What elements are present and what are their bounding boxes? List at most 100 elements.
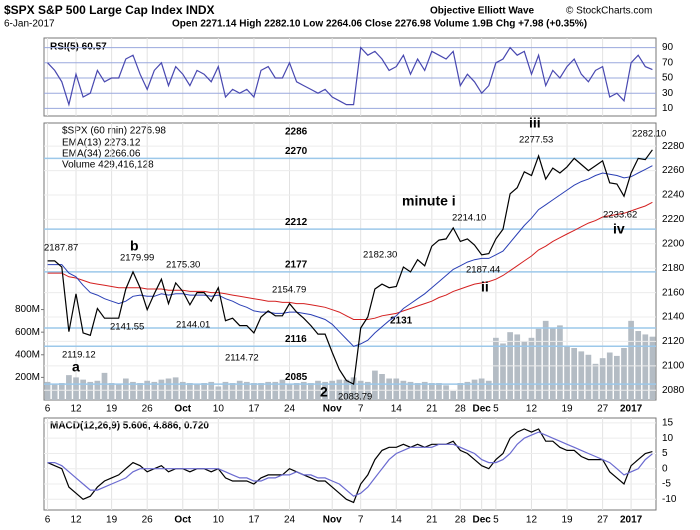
- volume-bar: [606, 352, 613, 400]
- volume-bar: [194, 384, 200, 400]
- volume-bar: [286, 384, 293, 400]
- volume-bar: [521, 341, 528, 400]
- volume-bar: [215, 386, 222, 400]
- x-tick-label: Oct: [174, 404, 191, 415]
- quote: Open 2271.14 High 2282.10 Low 2264.06 Cl…: [172, 19, 587, 30]
- level-label: 2270: [285, 146, 308, 157]
- price-annotation: 2187.44: [466, 265, 500, 276]
- level-label: 2177: [285, 260, 308, 271]
- volume-bar: [229, 383, 236, 400]
- volume-bar: [272, 381, 279, 400]
- x-tick-label: 14: [391, 515, 403, 526]
- price-annotation: 2119.12: [62, 350, 96, 361]
- line: [47, 46, 653, 107]
- volume-bar: [187, 383, 193, 400]
- y-tick-label: 800M: [15, 304, 40, 315]
- y-tick-label: 50: [662, 73, 674, 84]
- volume-bar: [585, 354, 592, 400]
- x-tick-label: 21: [426, 404, 438, 415]
- volume-bar: [308, 383, 314, 400]
- volume-bar: [564, 346, 570, 400]
- price-annotation: 2282.10: [632, 129, 666, 140]
- wave-label: ii: [481, 279, 489, 295]
- price-annotation: 2187.87: [44, 243, 78, 254]
- wave-label: minute i: [402, 193, 456, 209]
- x-tick-label: 12: [70, 515, 82, 526]
- volume-bar: [379, 373, 385, 400]
- level-label: 2085: [285, 372, 308, 383]
- volume-bar: [293, 383, 300, 400]
- y-tick-label: 30: [662, 88, 674, 99]
- volume-bar: [115, 384, 122, 400]
- volume-bar: [222, 381, 229, 400]
- volume-bar: [514, 334, 521, 400]
- volume-bar: [478, 378, 485, 400]
- volume-bar: [386, 378, 392, 400]
- x-tick-label: 10: [213, 515, 225, 526]
- x-tick-label: 12: [526, 515, 538, 526]
- x-tick-label: 24: [284, 515, 296, 526]
- x-tick-label: 21: [426, 515, 438, 526]
- x-tick-label: 26: [142, 515, 154, 526]
- volume-bar: [322, 381, 328, 400]
- line: [47, 165, 653, 347]
- wave-label: a: [72, 359, 80, 375]
- x-tick-label: 14: [391, 404, 403, 415]
- volume-bar: [364, 381, 371, 400]
- volume-bar: [621, 347, 627, 400]
- x-tick-label: 28: [455, 515, 467, 526]
- volume-bar: [428, 383, 435, 400]
- volume-bar: [122, 378, 129, 400]
- y-tick-label: 15: [662, 418, 674, 429]
- y-tick-label: 2100: [662, 360, 685, 371]
- x-tick-label: Oct: [174, 515, 191, 526]
- y-tick-label: 2240: [662, 190, 685, 201]
- y-tick-label: 10: [662, 433, 674, 444]
- volume-bar: [599, 358, 606, 400]
- x-tick-label: 19: [106, 404, 118, 415]
- y-tick-label: -5: [662, 479, 671, 490]
- volume-bar: [258, 383, 264, 400]
- volume-bar: [549, 327, 556, 400]
- volume-legend: Volume 429,416,128: [62, 160, 154, 171]
- y-tick-label: 5: [662, 448, 668, 459]
- wave-label: 2: [320, 384, 328, 400]
- x-tick-label: 12: [526, 404, 538, 415]
- x-tick-label: 17: [248, 404, 260, 415]
- price-legend: EMA(34) 2266.06: [62, 149, 141, 160]
- y-tick-label: 2260: [662, 165, 685, 176]
- volume-bar: [535, 328, 542, 400]
- level-label: 2131: [390, 316, 413, 327]
- line: [47, 431, 653, 497]
- volume-bar: [642, 334, 649, 400]
- y-tick-label: 2180: [662, 263, 685, 274]
- x-tick-label: 2017: [620, 404, 643, 415]
- volume-bar: [528, 337, 535, 400]
- y-tick-label: 400M: [15, 349, 40, 360]
- price-annotation: 2083.79: [338, 392, 372, 403]
- price-annotation: 2114.72: [225, 353, 259, 364]
- y-tick-label: -10: [662, 494, 677, 505]
- volume-bar: [51, 384, 58, 400]
- x-tick-label: 7: [358, 515, 364, 526]
- volume-bar: [44, 381, 51, 400]
- x-tick-label: 6: [45, 515, 51, 526]
- price-annotation: 2182.30: [363, 250, 397, 261]
- x-tick-label: 2017: [620, 515, 643, 526]
- volume-bar: [649, 336, 656, 400]
- volume-bar: [457, 383, 464, 400]
- price-annotation: 2141.55: [110, 322, 144, 333]
- x-tick-label: 27: [597, 515, 609, 526]
- x-tick-label: 28: [455, 404, 467, 415]
- price-annotation: 2175.30: [166, 260, 200, 271]
- line: [47, 428, 653, 504]
- volume-bar: [208, 381, 215, 400]
- volume-bar: [201, 383, 207, 400]
- y-tick-label: 200M: [15, 372, 40, 383]
- x-tick-label: 27: [597, 404, 609, 415]
- volume-bar: [436, 383, 442, 400]
- price-annotation: 2214.10: [452, 213, 486, 224]
- volume-bar: [179, 381, 186, 400]
- y-tick-label: 2140: [662, 312, 685, 323]
- price-annotation: 2179.99: [120, 253, 154, 264]
